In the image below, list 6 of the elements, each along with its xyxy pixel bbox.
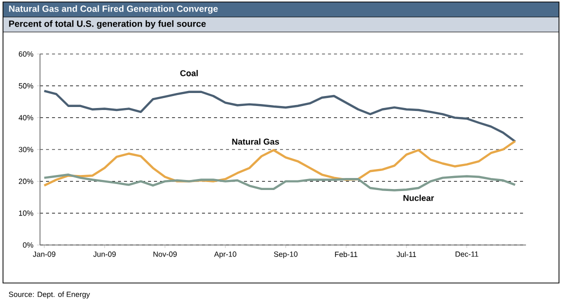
chart-title: Natural Gas and Coal Fired Generation Converge [9,5,218,14]
series-label: Natural Gas [232,138,280,145]
chart-subtitle: Percent of total U.S. generation by fuel source [9,20,206,29]
series-label: Coal [180,70,198,76]
line-series [43,140,516,187]
series-label: Nuclear [404,194,434,201]
